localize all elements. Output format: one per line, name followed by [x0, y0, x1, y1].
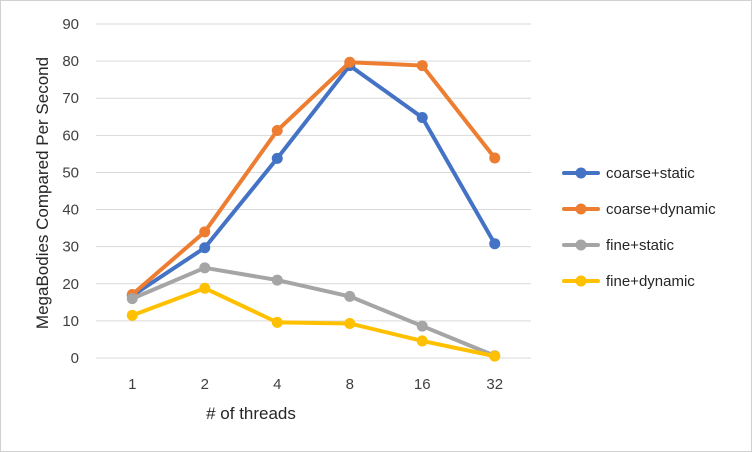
- x-tick-label: 1: [128, 376, 136, 393]
- x-axis-ticks: 1 2 4 8 16 32: [128, 376, 503, 393]
- series-line: [130, 265, 497, 358]
- data-point: [416, 320, 428, 332]
- series-line: [130, 63, 497, 298]
- legend-item: coarse+dynamic: [562, 201, 716, 218]
- x-tick-label: 2: [201, 376, 209, 393]
- x-tick-label: 8: [346, 376, 354, 393]
- legend-item: fine+static: [562, 237, 674, 254]
- x-tick-label: 16: [414, 376, 431, 393]
- data-point: [344, 317, 356, 329]
- data-point: [416, 335, 428, 347]
- y-tick-label: 10: [62, 313, 79, 330]
- x-tick-label: 4: [273, 376, 281, 393]
- legend-swatch-marker: [575, 167, 587, 179]
- x-tick-label: 32: [486, 376, 503, 393]
- data-point: [489, 350, 501, 362]
- legend-swatch-marker: [575, 203, 587, 215]
- y-tick-label: 30: [62, 239, 79, 256]
- series-coarse-dynamic: [126, 56, 501, 301]
- series-fine-dynamic: [126, 282, 501, 362]
- data-point: [344, 290, 356, 302]
- data-point: [199, 282, 211, 294]
- legend: coarse+static coarse+dynamic fine+static fi…: [562, 165, 716, 290]
- data-point: [271, 274, 283, 286]
- legend-label: coarse+static: [606, 165, 695, 182]
- y-axis-ticks: 0 10 20 30 40 50 60 70 80 90: [62, 16, 79, 367]
- data-point: [199, 226, 211, 238]
- series-line: [130, 286, 497, 359]
- y-axis-title: MegaBodies Compared Per Second: [33, 57, 52, 329]
- legend-swatch-marker: [575, 239, 587, 251]
- y-tick-label: 90: [62, 16, 79, 33]
- series-fine-static: [126, 262, 501, 362]
- y-tick-label: 70: [62, 90, 79, 107]
- data-point: [199, 262, 211, 274]
- y-tick-label: 60: [62, 127, 79, 144]
- legend-swatch-marker: [575, 275, 587, 287]
- data-point: [489, 152, 501, 164]
- data-point: [271, 125, 283, 137]
- legend-item: fine+dynamic: [562, 273, 695, 290]
- y-tick-label: 40: [62, 202, 79, 219]
- legend-label: fine+dynamic: [606, 273, 695, 290]
- y-tick-label: 50: [62, 164, 79, 181]
- x-axis-title: # of threads: [206, 404, 296, 423]
- data-point: [416, 112, 428, 124]
- y-tick-label: 0: [71, 350, 79, 367]
- y-tick-label: 20: [62, 276, 79, 293]
- data-point: [199, 242, 211, 254]
- data-point: [344, 56, 356, 68]
- legend-item: coarse+static: [562, 165, 695, 182]
- legend-label: fine+static: [606, 237, 674, 254]
- series-lines: [126, 56, 501, 362]
- legend-label: coarse+dynamic: [606, 201, 716, 218]
- data-point: [126, 309, 138, 321]
- data-point: [489, 238, 501, 250]
- data-point: [271, 152, 283, 164]
- data-point: [126, 293, 138, 305]
- data-point: [271, 316, 283, 328]
- data-point: [416, 60, 428, 72]
- series-line: [130, 60, 497, 297]
- y-tick-label: 80: [62, 53, 79, 70]
